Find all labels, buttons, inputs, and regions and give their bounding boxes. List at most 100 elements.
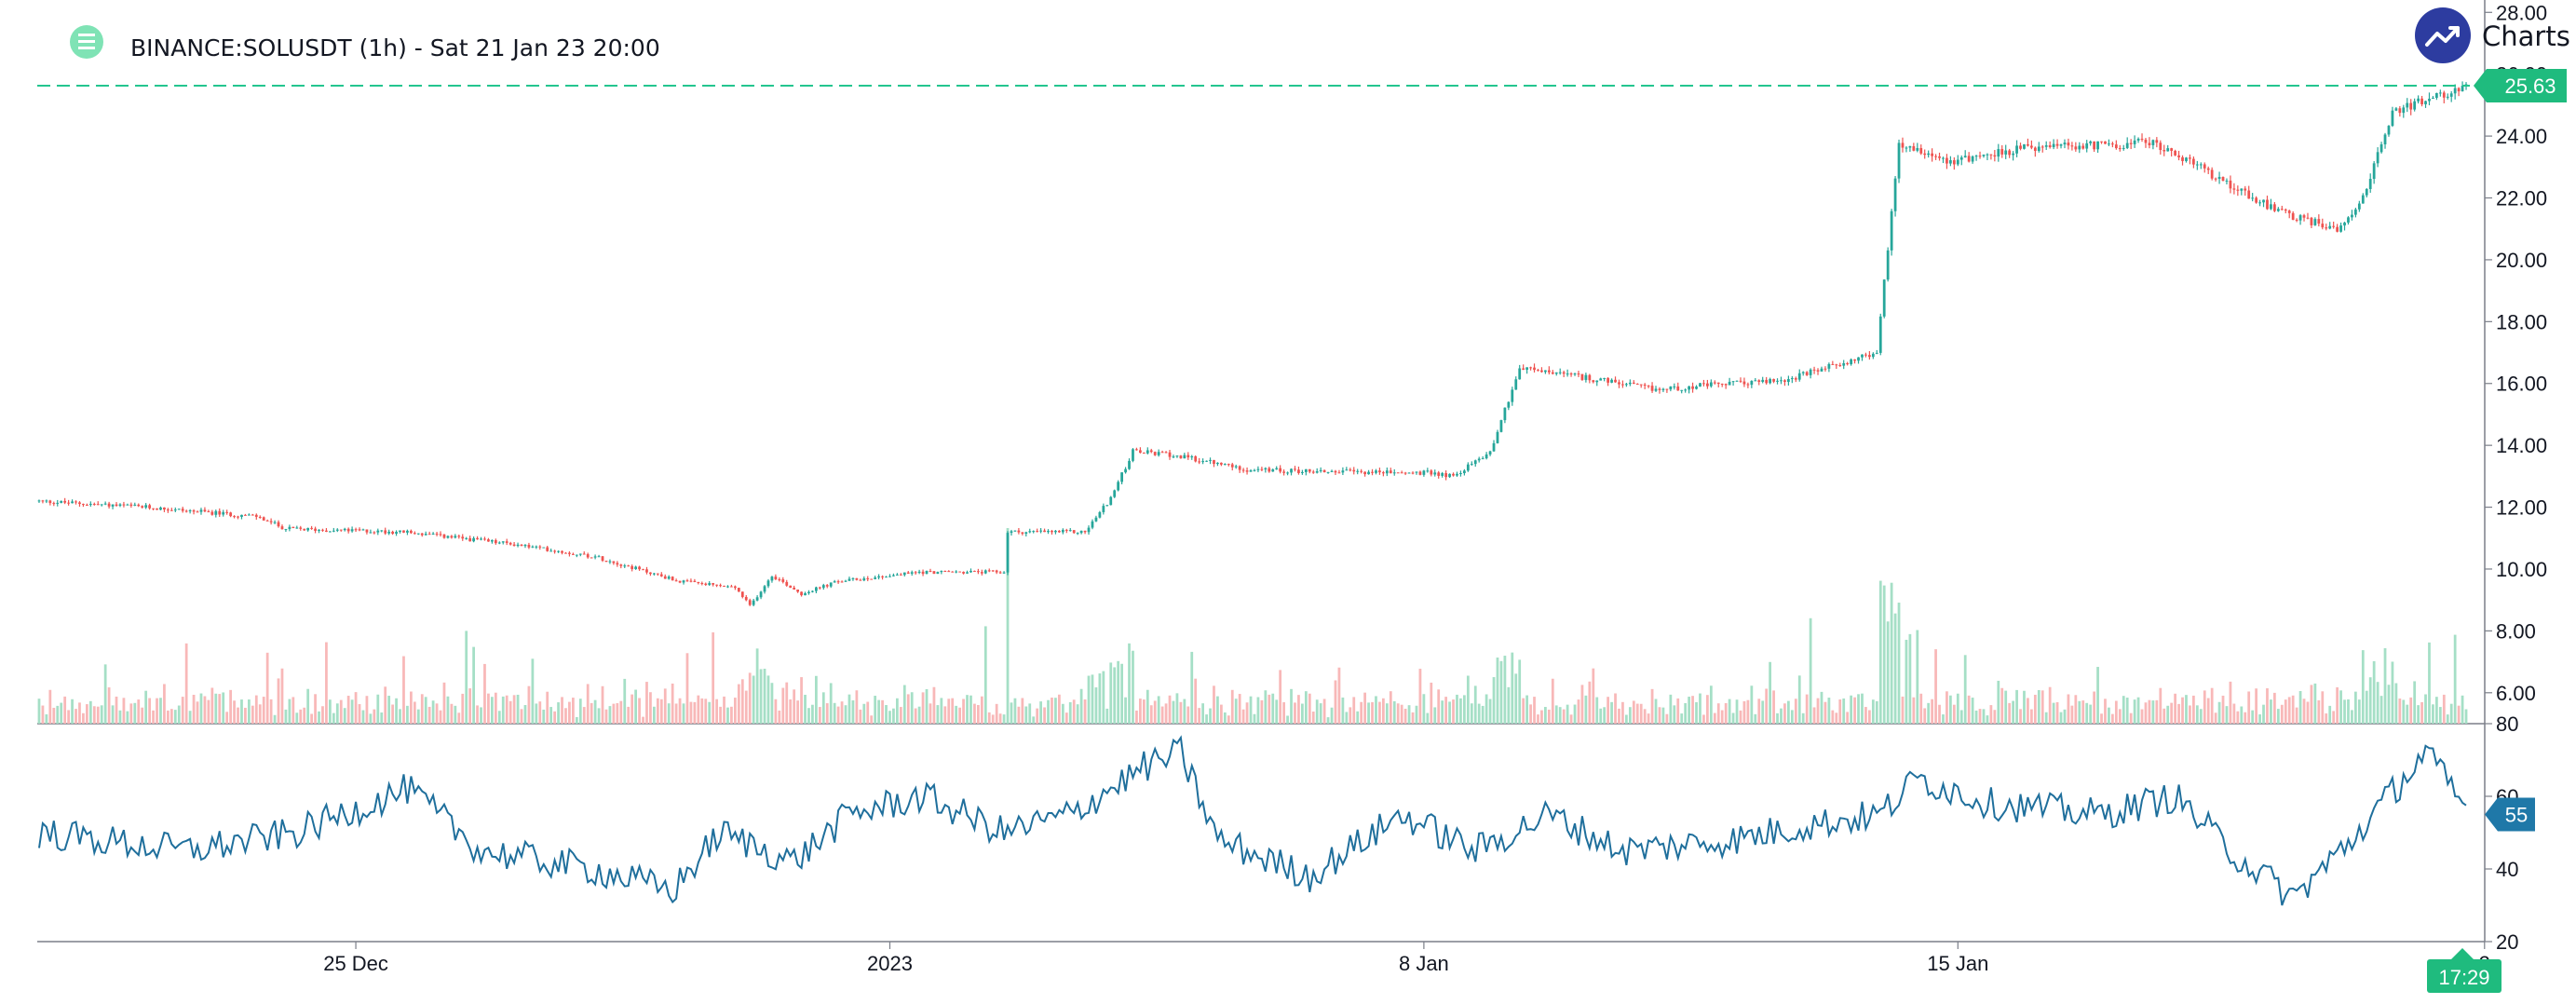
candle-body <box>2148 142 2151 145</box>
candle-body <box>45 500 48 502</box>
volume-bar <box>258 704 262 724</box>
candle-body <box>2339 225 2342 232</box>
volume-bar <box>1993 710 1997 724</box>
volume-bar <box>413 701 416 724</box>
volume-bar <box>92 706 96 724</box>
volume-bar <box>896 698 899 724</box>
volume-bar <box>1499 660 1503 724</box>
volume-bar <box>2004 690 2008 724</box>
volume-bar <box>2195 705 2199 724</box>
volume-bar <box>1982 709 1986 724</box>
candle-body <box>674 580 678 582</box>
volume-bar <box>951 698 955 724</box>
candle-body <box>2379 143 2383 153</box>
candle-body <box>361 529 365 531</box>
candle-body <box>1967 156 1971 162</box>
volume-bar <box>354 692 358 724</box>
candle-body <box>1835 364 1838 366</box>
candle-body <box>1551 372 1554 374</box>
series-menu-icon[interactable] <box>70 25 103 59</box>
candle-body <box>1934 156 1937 157</box>
candle-body <box>1544 370 1547 373</box>
candle-body <box>129 504 133 506</box>
candle-body <box>1931 153 1933 156</box>
volume-bar <box>163 684 166 724</box>
volume-bar <box>2055 701 2059 724</box>
candle-body <box>1039 530 1042 532</box>
candle-body <box>1688 386 1690 390</box>
volume-bar <box>361 710 365 724</box>
volume-bar <box>549 707 553 724</box>
candle-body <box>2040 146 2044 148</box>
candle-body <box>2089 141 2093 143</box>
candle-body <box>1036 531 1039 533</box>
candle-body <box>1680 389 1684 391</box>
volume-bar <box>752 675 755 724</box>
candle-body <box>37 500 41 502</box>
volume-bar <box>527 685 531 724</box>
candle-body <box>1426 470 1430 472</box>
candle-body <box>800 591 803 596</box>
volume-bar <box>1699 693 1702 724</box>
candle-body <box>2048 145 2052 148</box>
volume-bar <box>1220 704 1223 724</box>
candle-body <box>902 572 906 576</box>
volume-bar <box>1864 707 1867 724</box>
volume-bar <box>1315 699 1319 724</box>
volume-bar <box>1580 685 1584 724</box>
candle-body <box>590 557 593 559</box>
candle-body <box>1378 470 1381 473</box>
volume-bar <box>815 675 818 724</box>
candle-body <box>1757 380 1761 382</box>
candle-body <box>2037 146 2040 152</box>
volume-bar <box>2203 690 2206 724</box>
volume-bar <box>902 685 906 724</box>
candle-body <box>92 504 96 506</box>
volume-bar <box>291 697 295 724</box>
volume-bar <box>1124 697 1127 724</box>
volume-bar <box>173 710 177 724</box>
candle-body <box>2291 212 2295 220</box>
volume-bar <box>159 698 162 724</box>
candle-body <box>833 581 836 583</box>
last-price-badge: 25.63 <box>2474 68 2567 102</box>
volume-bar <box>734 698 737 724</box>
volume-bar <box>1345 712 1349 724</box>
volume-bar <box>1805 694 1809 724</box>
volume-bar <box>1875 700 1878 724</box>
volume-bar <box>1816 698 1820 724</box>
volume-bar <box>1205 714 1208 724</box>
candle-body <box>1098 511 1102 518</box>
volume-bar <box>2081 700 2085 724</box>
volume-bar <box>1871 699 1875 724</box>
volume-bar <box>1186 706 1190 724</box>
volume-bar <box>885 705 888 724</box>
candle-body <box>2067 142 2070 146</box>
volume-bar <box>653 706 656 724</box>
candle-body <box>1882 279 1886 317</box>
volume-bar <box>2351 710 2353 724</box>
volume-bar <box>1628 707 1632 724</box>
volume-bar <box>1934 649 1937 724</box>
volume-bar <box>2148 699 2151 724</box>
candle-body <box>2004 150 2008 155</box>
volume-bar <box>237 707 239 724</box>
candle-body <box>1942 157 1945 159</box>
candle-body <box>222 511 225 515</box>
volume-bar <box>1952 704 1956 724</box>
candle-body <box>2398 108 2402 114</box>
volume-bar <box>1392 700 1396 724</box>
volume-bar <box>2457 705 2461 724</box>
candle-body <box>917 571 921 574</box>
volume-bar <box>2291 695 2295 724</box>
candle-body <box>1916 147 1919 151</box>
candle-body <box>2287 210 2291 213</box>
volume-bar <box>2159 687 2162 724</box>
candle-body <box>1650 386 1654 391</box>
volume-bar <box>222 692 225 724</box>
candle-body <box>1205 460 1208 462</box>
volume-bar <box>1967 695 1971 724</box>
candle-body <box>549 550 553 552</box>
candle-body <box>2136 138 2140 141</box>
volume-bar <box>2108 707 2110 724</box>
